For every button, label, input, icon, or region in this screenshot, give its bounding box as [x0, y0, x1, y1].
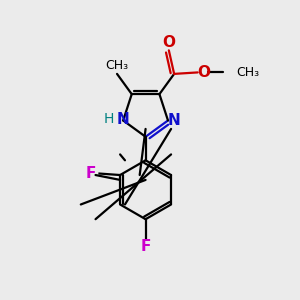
Text: N: N	[116, 112, 129, 127]
Text: CH₃: CH₃	[106, 59, 129, 72]
Text: F: F	[140, 239, 151, 254]
Text: O: O	[162, 34, 175, 50]
Text: O: O	[198, 65, 211, 80]
Text: N: N	[168, 113, 181, 128]
Text: CH₃: CH₃	[236, 66, 259, 79]
Text: F: F	[86, 166, 96, 181]
Text: H: H	[103, 112, 114, 126]
